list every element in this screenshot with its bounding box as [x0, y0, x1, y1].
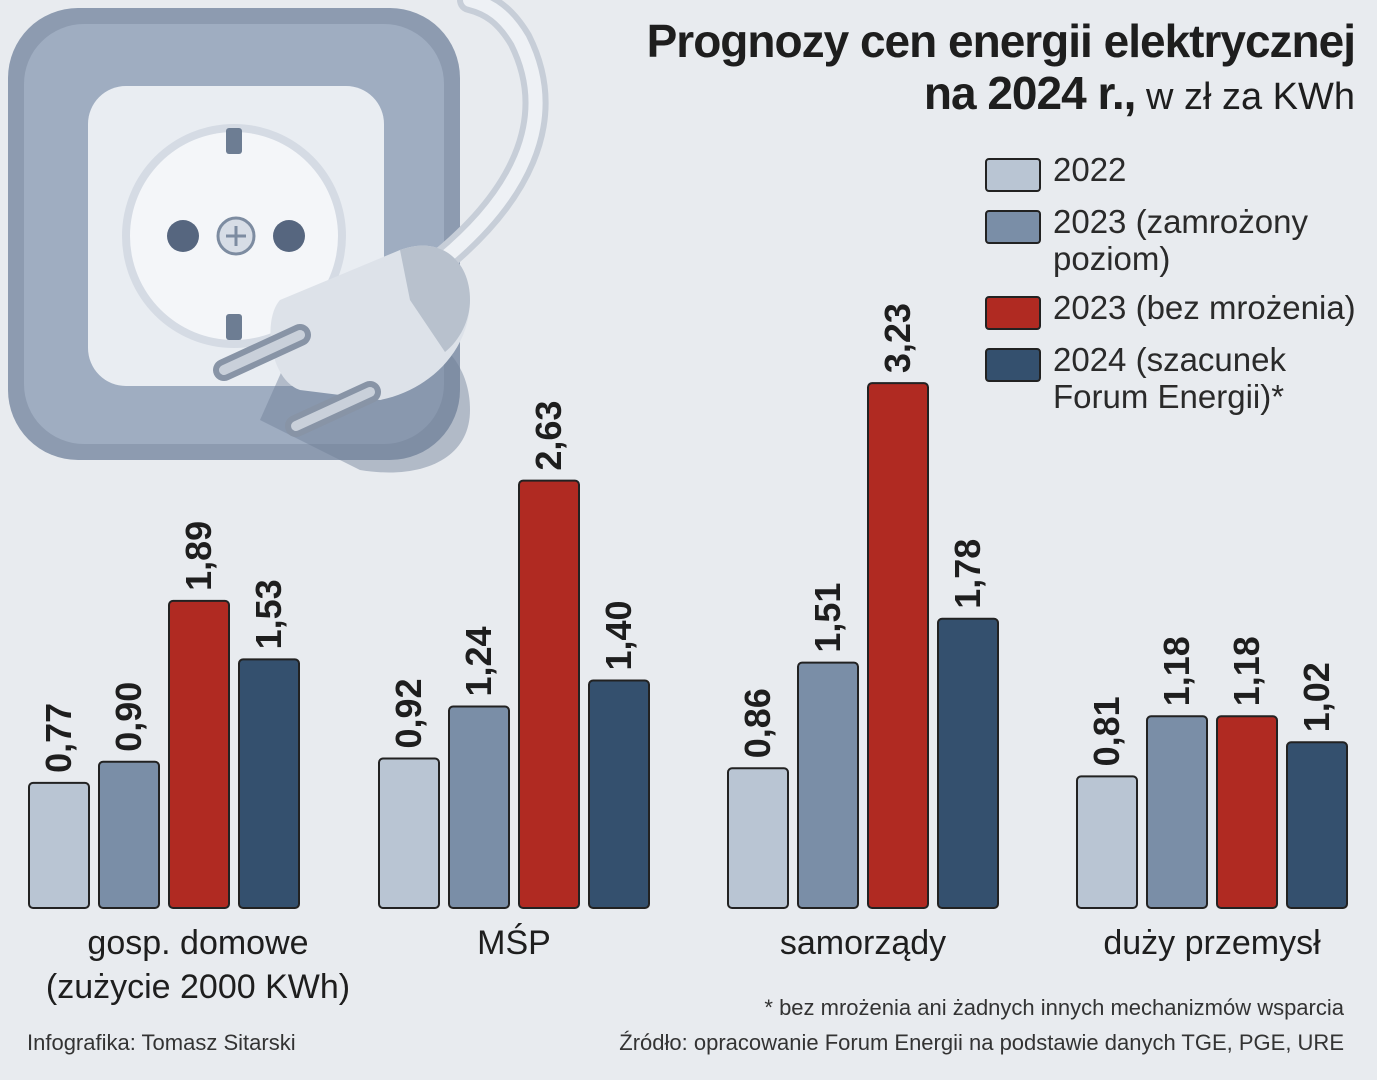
chart-title: Prognozy cen energii elektrycznej na 202… — [646, 15, 1356, 119]
legend-swatch-2023-frozen — [985, 210, 1041, 244]
socket-plug-illustration — [8, 0, 549, 473]
bar-2023-frozen-cat-0 — [98, 760, 160, 909]
value-label-2022-cat-2: 0,86 — [737, 688, 778, 758]
legend-swatch-2024 — [985, 347, 1041, 382]
value-label-2024-cat-1: 1,40 — [598, 600, 639, 670]
legend-label-2023-unfrozen: 2023 (bez mrożenia) — [1053, 288, 1356, 326]
legend-item-2023-unfrozen: 2023 (bez mrożenia) — [985, 288, 1375, 330]
bar-2024-cat-3 — [1286, 741, 1348, 909]
bar-2023-unfrozen-cat-1 — [518, 479, 580, 909]
title-line-2-bold: na 2024 r., — [923, 66, 1136, 119]
bar-2023-frozen-cat-2 — [797, 661, 859, 909]
bar-2024-cat-1 — [588, 679, 650, 909]
category-labels-layer: gosp. domowe (zużycie 2000 KWh) MŚP samorzą… — [46, 923, 1321, 1006]
bar-2023-frozen-cat-3 — [1146, 715, 1208, 909]
legend-swatch-2023-unfrozen — [985, 295, 1041, 330]
legend-item-2024: 2024 (szacunek Forum Energii)* — [985, 340, 1375, 416]
legend-label-2022: 2022 — [1053, 151, 1127, 188]
value-label-2023-frozen-cat-2: 1,51 — [807, 583, 848, 653]
legend-item-2023-frozen: 2023 (zamrożony poziom) — [985, 203, 1375, 278]
value-label-2022-cat-0: 0,77 — [38, 703, 79, 773]
legend: 2022 2023 (zamrożony poziom) 2023 (bez m… — [985, 151, 1375, 428]
bar-2023-unfrozen-cat-0 — [168, 599, 230, 909]
bars-layer — [28, 382, 1348, 909]
category-label-3-line-0: duży przemysł — [1103, 924, 1321, 962]
value-label-2023-frozen-cat-0: 0,90 — [108, 682, 149, 752]
value-label-2023-frozen-cat-1: 1,24 — [458, 626, 499, 696]
footnote: * bez mrożenia ani żadnych innych mechan… — [764, 995, 1344, 1020]
category-label-1-line-0: MŚP — [477, 923, 551, 962]
value-label-2022-cat-1: 0,92 — [388, 678, 429, 748]
bar-2023-unfrozen-cat-2 — [867, 382, 929, 909]
value-label-2023-unfrozen-cat-2: 3,23 — [877, 303, 918, 373]
legend-label-2024: 2024 (szacunek Forum Energii)* — [1053, 340, 1286, 415]
value-labels-layer: 0,77 0,90 1,89 1,53 0,92 1,24 2,63 1,40 0,86 1,51… — [38, 303, 1337, 773]
bar-2023-frozen-cat-1 — [448, 705, 510, 909]
bar-2024-cat-2 — [937, 617, 999, 909]
value-label-2023-frozen-cat-3: 1,18 — [1156, 636, 1197, 706]
value-label-2023-unfrozen-cat-1: 2,63 — [528, 401, 569, 471]
credit-note: Infografika: Tomasz Sitarski — [27, 1030, 296, 1055]
category-label-2-line-0: samorządy — [780, 924, 946, 962]
bar-2024-cat-0 — [238, 658, 300, 909]
value-label-2024-cat-0: 1,53 — [248, 579, 289, 649]
value-label-2024-cat-2: 1,78 — [947, 539, 988, 609]
legend-label-2023-frozen: 2023 (zamrożony poziom) — [1053, 203, 1308, 277]
title-line-1: Prognozy cen energii elektrycznej — [646, 15, 1356, 67]
bar-2023-unfrozen-cat-3 — [1216, 715, 1278, 909]
legend-swatch-2022 — [985, 158, 1041, 192]
title-line-2-regular: w zł za KWh — [1135, 75, 1355, 118]
bar-2022-cat-2 — [727, 767, 789, 909]
category-label-0-line-0: gosp. domowe — [87, 924, 308, 962]
value-label-2022-cat-3: 0,81 — [1086, 696, 1127, 766]
value-label-2024-cat-3: 1,02 — [1296, 662, 1337, 732]
value-label-2023-unfrozen-cat-0: 1,89 — [178, 521, 219, 591]
source-note: Źródło: opracowanie Forum Energii na pod… — [619, 1030, 1344, 1055]
bar-2022-cat-3 — [1076, 775, 1138, 909]
legend-item-2022: 2022 — [985, 151, 1375, 192]
bar-2022-cat-1 — [378, 757, 440, 909]
bar-2022-cat-0 — [28, 781, 90, 909]
value-label-2023-unfrozen-cat-3: 1,18 — [1226, 636, 1267, 706]
category-label-0-line-1: (zużycie 2000 KWh) — [46, 968, 350, 1006]
